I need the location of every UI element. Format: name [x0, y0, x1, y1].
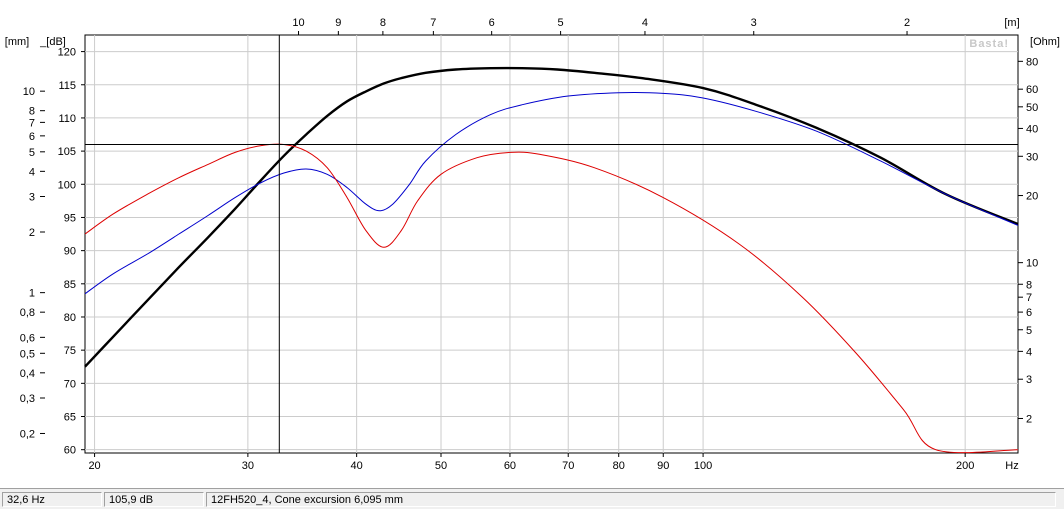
top-tick-label: 9: [335, 17, 341, 29]
top-tick-label: 3: [751, 17, 757, 29]
mm-tick-label: 0,4: [20, 368, 35, 380]
status-frequency: 32,6 Hz: [2, 491, 102, 507]
status-bar: 32,6 Hz 105,9 dB 12FH520_4, Cone excursi…: [0, 488, 1064, 509]
db-tick-label: 105: [58, 146, 76, 158]
top-tick-label: 6: [489, 17, 495, 29]
db-tick-label: 90: [64, 246, 76, 258]
x-tick-label: 200: [956, 460, 974, 472]
mm-tick-label: 0,6: [20, 332, 35, 344]
mm-tick-label: 0,8: [20, 307, 35, 319]
ohm-tick-label: 10: [1026, 258, 1038, 270]
series-line: [84, 66, 1019, 368]
x-tick-label: 50: [435, 460, 447, 472]
x-tick-label: 90: [657, 460, 669, 472]
watermark: Basta!: [969, 38, 1009, 50]
series-line: [84, 143, 1019, 454]
plot-area[interactable]: [84, 34, 1019, 454]
ohm-tick-label: 8: [1026, 279, 1032, 291]
ohm-tick-label: 4: [1026, 346, 1032, 358]
top-axis-unit: [m]: [1004, 17, 1019, 29]
ohm-tick-label: 2: [1026, 413, 1032, 425]
mm-tick-label: 0,2: [20, 428, 35, 440]
top-tick-label: 5: [558, 17, 564, 29]
series-layer: [84, 66, 1019, 454]
x-tick-label: 40: [351, 460, 363, 472]
db-tick-label: 60: [64, 445, 76, 457]
mm-tick-label: 10: [23, 86, 35, 98]
db-tick-label: 70: [64, 378, 76, 390]
db-tick-label: 65: [64, 412, 76, 424]
db-tick-label: 100: [58, 179, 76, 191]
mm-tick-label: 0,5: [20, 348, 35, 360]
db-tick-label: 75: [64, 345, 76, 357]
x-tick-label: 60: [504, 460, 516, 472]
db-tick-label: 110: [58, 113, 76, 125]
top-tick-label: 2: [904, 17, 910, 29]
ohm-tick-label: 3: [1026, 374, 1032, 386]
mm-tick-label: 3: [29, 192, 35, 204]
db-tick-label: 115: [58, 80, 76, 92]
db-tick-label: 80: [64, 312, 76, 324]
x-tick-label: 20: [88, 460, 100, 472]
ohm-tick-label: 30: [1026, 151, 1038, 163]
ohm-tick-label: 50: [1026, 102, 1038, 114]
ohm-tick-label: 40: [1026, 123, 1038, 135]
x-tick-label: 80: [613, 460, 625, 472]
top-tick-label: 7: [430, 17, 436, 29]
ohm-tick-label: 7: [1026, 292, 1032, 304]
mm-tick-label: 7: [29, 117, 35, 129]
db-tick-label: 85: [64, 279, 76, 291]
mm-tick-label: 2: [29, 227, 35, 239]
ohm-tick-label: 20: [1026, 191, 1038, 203]
ohm-tick-label: 60: [1026, 84, 1038, 96]
top-tick-label: 10: [292, 17, 304, 29]
x-tick-label: 70: [562, 460, 574, 472]
mm-tick-label: 6: [29, 131, 35, 143]
top-tick-label: 4: [642, 17, 648, 29]
top-tick-label: 8: [380, 17, 386, 29]
mm-tick-label: 0,3: [20, 393, 35, 405]
db-tick-label: 95: [64, 212, 76, 224]
x-tick-label: 100: [694, 460, 712, 472]
status-info: 12FH520_4, Cone excursion 6,095 mm: [206, 491, 1056, 507]
cursor: [85, 35, 1018, 453]
mm-tick-label: 4: [29, 166, 35, 178]
ohm-tick-label: 80: [1026, 56, 1038, 68]
ohm-tick-label: 5: [1026, 325, 1032, 337]
mm-tick-label: 1: [29, 288, 35, 300]
x-axis-unit: Hz: [1005, 460, 1018, 472]
mm-tick-label: 8: [29, 106, 35, 118]
mm-tick-label: 5: [29, 147, 35, 159]
mm-axis-unit: [mm]: [5, 36, 29, 48]
series-line: [84, 92, 1019, 295]
status-level: 105,9 dB: [104, 491, 204, 507]
ohm-axis-unit: [Ohm]: [1030, 36, 1060, 48]
db-tick-label: 120: [58, 47, 76, 59]
ohm-tick-label: 6: [1026, 307, 1032, 319]
db-axis-unit: _[dB]: [39, 36, 66, 48]
x-tick-label: 30: [242, 460, 254, 472]
grid: [85, 35, 1018, 453]
